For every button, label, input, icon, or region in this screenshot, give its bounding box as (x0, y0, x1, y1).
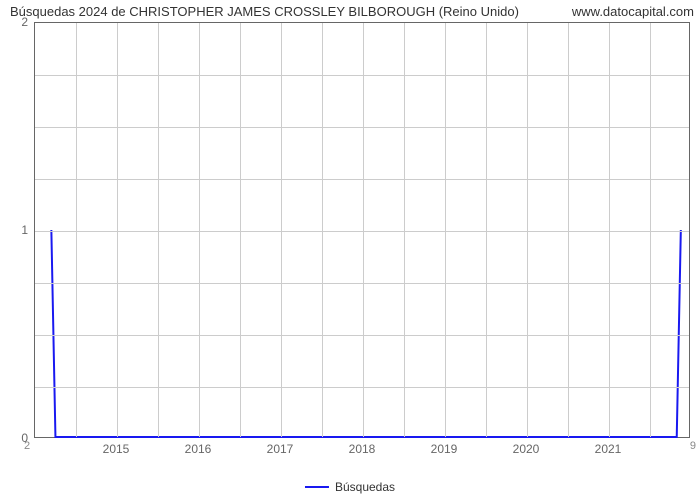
watermark: www.datocapital.com (572, 4, 694, 19)
grid-horizontal (35, 335, 689, 336)
y-tick-label: 2 (21, 15, 28, 29)
grid-vertical (445, 23, 446, 437)
x-tick-label: 2020 (513, 442, 540, 456)
grid-horizontal (35, 387, 689, 388)
y-tick-label: 0 (21, 431, 28, 445)
legend-label: Búsquedas (335, 480, 395, 494)
corner-bottom-right: 9 (690, 440, 696, 452)
legend: Búsquedas (305, 480, 395, 494)
chart-plot-area (34, 22, 690, 438)
x-tick-label: 2016 (185, 442, 212, 456)
x-tick-label: 2015 (103, 442, 130, 456)
line-series (35, 23, 689, 437)
grid-vertical (650, 23, 651, 437)
grid-vertical (568, 23, 569, 437)
x-tick-label: 2021 (595, 442, 622, 456)
legend-swatch (305, 486, 329, 488)
grid-vertical (158, 23, 159, 437)
grid-horizontal (35, 231, 689, 232)
x-tick-label: 2019 (431, 442, 458, 456)
grid-vertical (240, 23, 241, 437)
chart-title: Búsquedas 2024 de CHRISTOPHER JAMES CROS… (10, 4, 519, 19)
grid-horizontal (35, 127, 689, 128)
grid-vertical (363, 23, 364, 437)
y-tick-label: 1 (21, 223, 28, 237)
grid-vertical (486, 23, 487, 437)
grid-vertical (117, 23, 118, 437)
grid-vertical (527, 23, 528, 437)
grid-vertical (609, 23, 610, 437)
grid-vertical (322, 23, 323, 437)
grid-horizontal (35, 75, 689, 76)
grid-horizontal (35, 179, 689, 180)
grid-horizontal (35, 283, 689, 284)
grid-vertical (199, 23, 200, 437)
series-line (51, 230, 680, 437)
x-tick-label: 2017 (267, 442, 294, 456)
grid-vertical (76, 23, 77, 437)
grid-vertical (404, 23, 405, 437)
x-tick-label: 2018 (349, 442, 376, 456)
grid-vertical (281, 23, 282, 437)
